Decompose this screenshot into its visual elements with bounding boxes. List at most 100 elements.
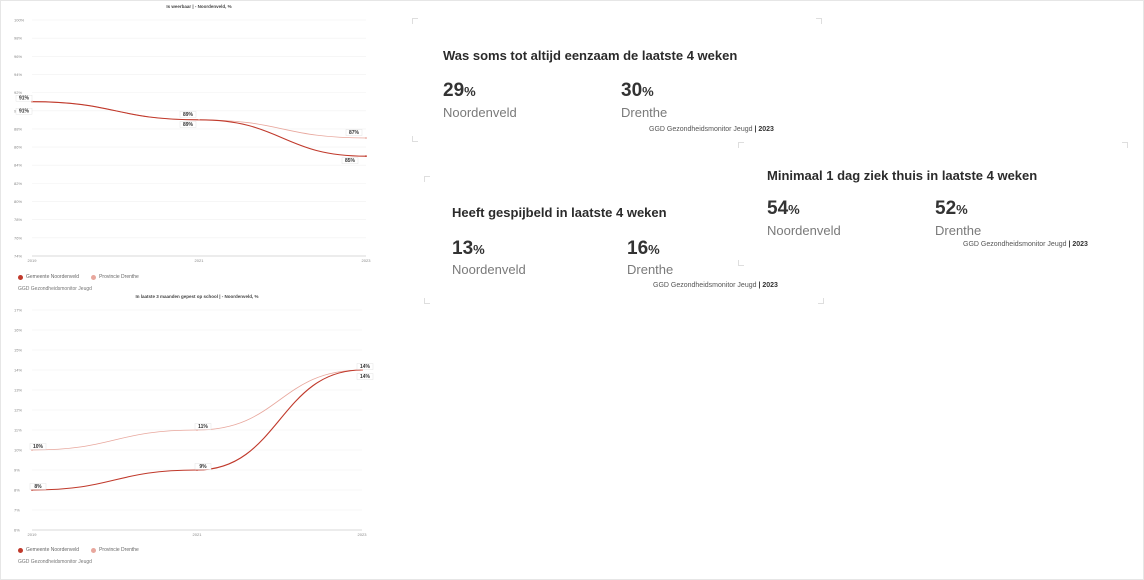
data-label-box xyxy=(356,363,374,370)
chart-source: GGD Gezondheidsmonitor Jeugd xyxy=(18,559,92,565)
y-tick-label: 88% xyxy=(14,126,22,131)
x-tick-label: 2021 xyxy=(193,532,203,537)
kpi-area-drenthe: Drenthe xyxy=(621,105,668,120)
kpi-number: 16 xyxy=(627,238,649,259)
y-tick-label: 74% xyxy=(14,254,22,259)
kpi-source: GGD Gezondheidsmonitor Jeugd | 2023 xyxy=(649,126,774,133)
legend-dot xyxy=(18,547,23,553)
legend-dot xyxy=(18,274,23,280)
chart-source: GGD Gezondheidsmonitor Jeugd xyxy=(18,286,92,292)
legend-item[interactable]: Provincie Drenthe xyxy=(91,547,139,553)
chart-legend: Gemeente Noordenveld Provincie Drenthe xyxy=(18,547,139,553)
data-label-box xyxy=(15,94,33,102)
kpi-area-noordenveld: Noordenveld xyxy=(452,262,526,277)
y-tick-label: 96% xyxy=(14,54,22,59)
kpi-pct: % xyxy=(956,202,968,217)
card-corner xyxy=(816,18,822,24)
kpi-card-gespijbeld: Heeft gespijbeld in laatste 4 weken 13% … xyxy=(424,176,824,304)
legend-item[interactable]: Gemeente Noordenveld xyxy=(18,274,79,280)
kpi-value-noordenveld: 29% xyxy=(443,80,476,102)
y-tick-label: 14% xyxy=(14,368,22,373)
kpi-source-name: GGD Gezondheidsmonitor Jeugd xyxy=(653,282,757,289)
data-point xyxy=(365,155,367,158)
data-label: 8% xyxy=(34,484,42,490)
card-corner xyxy=(1122,142,1128,148)
chart-title: Is weerbaar | - Noordenveld, % xyxy=(166,4,231,9)
kpi-source-year: | 2023 xyxy=(1066,241,1088,248)
kpi-number: 30 xyxy=(621,80,643,101)
kpi-pct: % xyxy=(642,84,654,99)
y-tick-label: 76% xyxy=(14,235,22,240)
card-corner xyxy=(424,298,430,304)
legend-label: Provincie Drenthe xyxy=(99,547,139,553)
kpi-number: 29 xyxy=(443,80,465,101)
kpi-area-drenthe: Drenthe xyxy=(935,223,982,238)
kpi-value-drenthe: 16% xyxy=(627,238,660,260)
x-tick-label: 2019 xyxy=(28,532,38,537)
kpi-value-noordenveld: 13% xyxy=(452,238,485,260)
y-tick-label: 17% xyxy=(14,308,22,313)
data-label: 11% xyxy=(198,424,208,430)
y-tick-label: 11% xyxy=(14,428,22,433)
data-point xyxy=(365,137,367,139)
legend-item[interactable]: Provincie Drenthe xyxy=(91,274,139,280)
y-tick-label: 9% xyxy=(14,468,20,473)
kpi-title: Heeft gespijbeld in laatste 4 weken xyxy=(452,205,667,220)
x-tick-label: 2021 xyxy=(195,258,205,263)
data-label: 9% xyxy=(199,464,207,470)
y-tick-label: 80% xyxy=(14,199,22,204)
kpi-source-year: | 2023 xyxy=(752,126,774,133)
kpi-area-noordenveld: Noordenveld xyxy=(443,105,517,120)
kpi-number: 52 xyxy=(935,198,957,219)
card-corner xyxy=(738,260,744,266)
kpi-title: Was soms tot altijd eenzaam de laatste 4… xyxy=(443,48,738,63)
y-tick-label: 84% xyxy=(14,163,22,168)
kpi-pct: % xyxy=(788,202,800,217)
card-corner xyxy=(818,298,824,304)
data-label-box xyxy=(179,121,197,128)
data-label-box xyxy=(179,111,197,118)
legend-dot xyxy=(91,547,97,553)
data-point xyxy=(198,118,200,121)
card-corner xyxy=(738,142,744,148)
y-tick-label: 7% xyxy=(14,508,20,513)
kpi-area-drenthe: Drenthe xyxy=(627,262,674,277)
y-tick-label: 94% xyxy=(14,72,22,77)
frame-border-top xyxy=(0,0,1144,1)
kpi-value-noordenveld: 54% xyxy=(767,198,800,220)
kpi-source-year: | 2023 xyxy=(756,282,778,289)
chart-title: In laatste 3 maanden gepest op school | … xyxy=(135,294,258,299)
data-label: 91% xyxy=(19,109,30,115)
y-tick-label: 86% xyxy=(14,145,22,150)
data-label: 89% xyxy=(183,122,194,128)
legend-label: Gemeente Noordenveld xyxy=(26,274,80,280)
data-point xyxy=(31,100,33,103)
data-label-box xyxy=(194,463,212,470)
kpi-card-eenzaam: Was soms tot altijd eenzaam de laatste 4… xyxy=(412,18,822,142)
data-point xyxy=(361,369,363,371)
y-tick-label: 8% xyxy=(14,488,20,493)
x-tick-label: 2023 xyxy=(358,532,368,537)
card-corner xyxy=(424,176,430,182)
y-tick-label: 82% xyxy=(14,181,22,186)
data-label: 89% xyxy=(183,112,194,118)
data-label-box xyxy=(356,373,374,380)
kpi-source: GGD Gezondheidsmonitor Jeugd | 2023 xyxy=(963,241,1088,248)
card-corner xyxy=(412,136,418,142)
x-tick-label: 2023 xyxy=(362,258,372,263)
y-tick-label: 100% xyxy=(14,18,25,23)
kpi-title: Minimaal 1 dag ziek thuis in laatste 4 w… xyxy=(767,168,1038,183)
data-label-box xyxy=(194,423,212,430)
chart-weerbaar: Is weerbaar | - Noordenveld, % 100% 98% 96%… xyxy=(10,4,371,304)
kpi-source-name: GGD Gezondheidsmonitor Jeugd xyxy=(649,126,753,133)
y-tick-label: 98% xyxy=(14,36,22,41)
data-label: 87% xyxy=(349,130,360,136)
kpi-source-name: GGD Gezondheidsmonitor Jeugd xyxy=(963,241,1067,248)
data-label-box xyxy=(341,157,359,164)
frame-border-left xyxy=(0,0,1,580)
chart-gepest-svg: In laatste 3 maanden gepest op school | … xyxy=(14,294,374,537)
data-label: 14% xyxy=(360,374,371,380)
legend-item[interactable]: Gemeente Noordenveld xyxy=(18,547,79,553)
kpi-source: GGD Gezondheidsmonitor Jeugd | 2023 xyxy=(653,282,778,289)
data-label: 85% xyxy=(345,158,356,164)
